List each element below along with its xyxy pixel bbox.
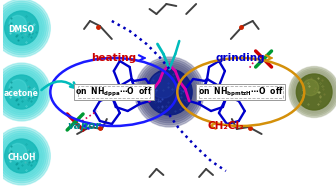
Circle shape	[151, 73, 175, 98]
Circle shape	[0, 133, 44, 179]
Circle shape	[0, 63, 50, 121]
Text: on  $\mathbf{NH_{bpmtzH}{\cdots}O}$  off: on $\mathbf{NH_{bpmtzH}{\cdots}O}$ off	[198, 85, 284, 98]
Circle shape	[5, 11, 38, 45]
Text: on  $\mathbf{NH_{dppa}{\cdots}O}$  off: on $\mathbf{NH_{dppa}{\cdots}O}$ off	[75, 85, 153, 98]
Circle shape	[0, 131, 46, 181]
Circle shape	[142, 65, 196, 119]
Circle shape	[289, 67, 336, 118]
Circle shape	[0, 5, 44, 51]
Text: CH₃OH: CH₃OH	[7, 153, 36, 162]
Circle shape	[146, 69, 192, 115]
Circle shape	[9, 15, 27, 33]
Circle shape	[1, 71, 42, 113]
Circle shape	[137, 59, 202, 125]
Circle shape	[0, 69, 44, 115]
Text: grinding: grinding	[216, 53, 265, 63]
Text: DMSO: DMSO	[8, 25, 35, 34]
Circle shape	[140, 63, 198, 121]
Circle shape	[0, 129, 48, 183]
Circle shape	[9, 79, 27, 97]
Bar	[199, 86, 283, 98]
Circle shape	[0, 65, 48, 119]
Circle shape	[0, 3, 46, 53]
Circle shape	[1, 7, 42, 49]
FancyArrowPatch shape	[41, 81, 76, 90]
Circle shape	[135, 57, 204, 127]
Circle shape	[5, 139, 38, 173]
Bar	[78, 86, 150, 98]
Circle shape	[0, 0, 50, 57]
Circle shape	[1, 135, 42, 177]
Circle shape	[292, 70, 336, 115]
Circle shape	[296, 74, 332, 110]
Circle shape	[5, 75, 38, 109]
Text: acetone: acetone	[4, 89, 39, 98]
Circle shape	[0, 127, 50, 185]
Text: heating: heating	[91, 53, 136, 63]
Circle shape	[0, 1, 48, 55]
Text: CH₂Cl₂: CH₂Cl₂	[208, 121, 244, 131]
Circle shape	[0, 67, 46, 117]
Circle shape	[9, 143, 27, 161]
Text: vapor: vapor	[67, 121, 101, 131]
Circle shape	[303, 79, 319, 96]
Circle shape	[293, 71, 335, 113]
Circle shape	[290, 68, 336, 116]
Circle shape	[139, 61, 200, 123]
